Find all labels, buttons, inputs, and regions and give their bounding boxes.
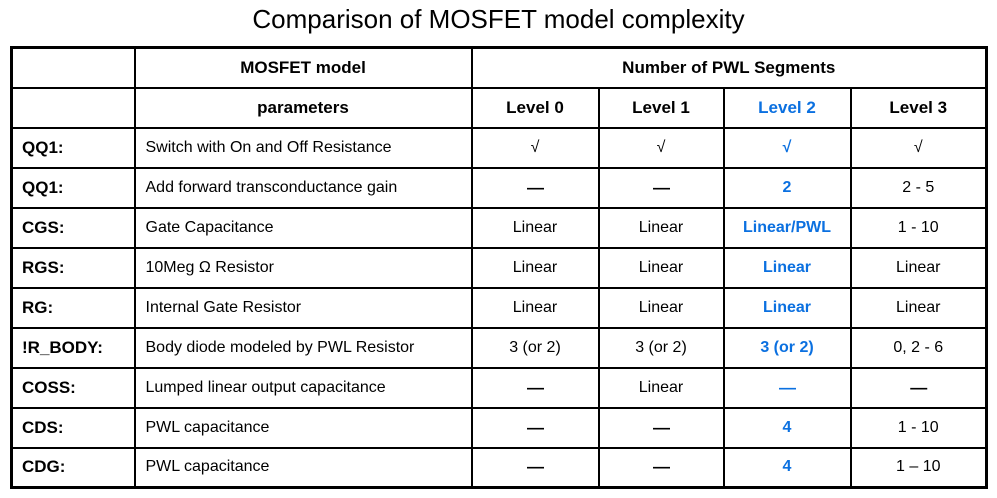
description-cell: Internal Gate Resistor [133,286,473,329]
value-cell-level2: 3 (or 2) [722,326,852,369]
table-row-rbody: !R_BODY: Body diode modeled by PWL Resis… [10,326,988,369]
description-cell: PWL capacitance [133,446,473,489]
value-cell-level2: Linear [722,286,852,329]
table-row-qq1-switch: QQ1: Switch with On and Off Resistance √… [10,126,988,169]
header-group-row: MOSFET model Number of PWL Segments [10,46,988,89]
value-cell-level1: 3 (or 2) [597,326,725,369]
value-cell-level2: 2 [722,166,852,209]
description-cell: Body diode modeled by PWL Resistor [133,326,473,369]
param-cell: CDG: [10,446,136,489]
description-cell: Add forward transconductance gain [133,166,473,209]
value-cell-level1: Linear [597,246,725,289]
value-cell-level2: 4 [722,406,852,449]
corner-cell-top [10,46,136,89]
value-cell-level0: √ [470,126,600,169]
page-title: Comparison of MOSFET model complexity [252,4,745,34]
corner-cell-bottom [10,86,136,129]
param-cell: QQ1: [10,166,136,209]
value-cell-level3: 0, 2 - 6 [849,326,988,369]
value-cell-level3: — [849,366,988,409]
level-1-header: Level 1 [597,86,725,129]
param-cell: RG: [10,286,136,329]
value-cell-level3: 1 - 10 [849,206,988,249]
value-cell-level0: 3 (or 2) [470,326,600,369]
description-cell: Lumped linear output capacitance [133,366,473,409]
table-row-cgs: CGS: Gate Capacitance Linear Linear Line… [10,206,988,249]
value-cell-level0: — [470,406,600,449]
table-row-coss: COSS: Lumped linear output capacitance —… [10,366,988,409]
level-0-header: Level 0 [470,86,600,129]
table-row-rg: RG: Internal Gate Resistor Linear Linear… [10,286,988,329]
mosfet-model-header: MOSFET model [133,46,473,89]
value-cell-level1: — [597,446,725,489]
value-cell-level0: — [470,366,600,409]
value-cell-level1: — [597,166,725,209]
value-cell-level0: — [470,166,600,209]
param-cell: RGS: [10,246,136,289]
value-cell-level3: Linear [849,246,988,289]
value-cell-level1: Linear [597,206,725,249]
value-cell-level1: Linear [597,286,725,329]
value-cell-level0: Linear [470,246,600,289]
value-cell-level2: 4 [722,446,852,489]
param-cell: CGS: [10,206,136,249]
value-cell-level3: 2 - 5 [849,166,988,209]
table-row-rgs: RGS: 10Meg Ω Resistor Linear Linear Line… [10,246,988,289]
value-cell-level0: Linear [470,206,600,249]
mosfet-comparison-table: MOSFET model Number of PWL Segments para… [10,46,988,489]
value-cell-level2: Linear [722,246,852,289]
value-cell-level1: √ [597,126,725,169]
param-cell: COSS: [10,366,136,409]
param-cell: !R_BODY: [10,326,136,369]
value-cell-level1: Linear [597,366,725,409]
value-cell-level3: 1 - 10 [849,406,988,449]
value-cell-level0: Linear [470,286,600,329]
value-cell-level3: Linear [849,286,988,329]
value-cell-level0: — [470,446,600,489]
description-cell: PWL capacitance [133,406,473,449]
value-cell-level3: 1 – 10 [849,446,988,489]
value-cell-level2: Linear/PWL [722,206,852,249]
table-row-cds: CDS: PWL capacitance — — 4 1 - 10 [10,406,988,449]
header-levels-row: parameters Level 0 Level 1 Level 2 Level… [10,86,988,129]
value-cell-level2: — [722,366,852,409]
description-cell: Switch with On and Off Resistance [133,126,473,169]
table-row-qq1-gain: QQ1: Add forward transconductance gain —… [10,166,988,209]
value-cell-level3: √ [849,126,988,169]
level-2-header: Level 2 [722,86,852,129]
pwl-segments-header: Number of PWL Segments [470,46,988,89]
description-cell: 10Meg Ω Resistor [133,246,473,289]
table-row-cdg: CDG: PWL capacitance — — 4 1 – 10 [10,446,988,489]
param-cell: CDS: [10,406,136,449]
description-cell: Gate Capacitance [133,206,473,249]
param-cell: QQ1: [10,126,136,169]
value-cell-level1: — [597,406,725,449]
level-3-header: Level 3 [849,86,988,129]
value-cell-level2: √ [722,126,852,169]
parameters-header: parameters [133,86,473,129]
